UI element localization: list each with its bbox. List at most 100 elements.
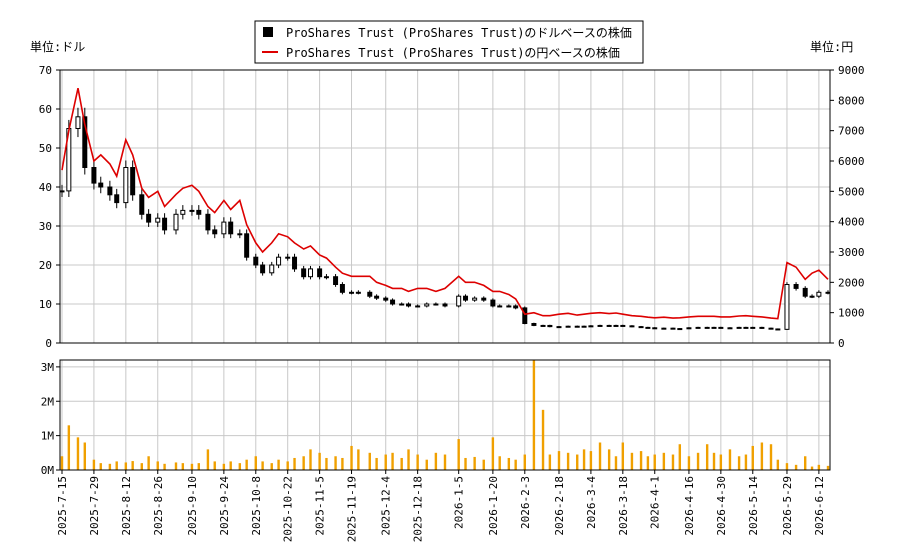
- usd-candle: [59, 190, 65, 193]
- volume-bar: [705, 444, 709, 470]
- x-tick-label: 2025-11-5: [314, 476, 327, 536]
- volume-bar: [124, 462, 128, 470]
- volume-bar: [785, 463, 789, 470]
- usd-candle: [711, 326, 717, 329]
- usd-candle: [123, 167, 129, 204]
- usd-candle: [581, 325, 587, 328]
- volume-bar: [696, 452, 700, 470]
- right-tick-label: 0: [838, 337, 845, 350]
- volume-bar: [140, 463, 143, 470]
- volume-bar: [368, 452, 371, 470]
- left-tick-label: 40: [39, 181, 52, 194]
- usd-candle: [513, 305, 519, 309]
- volume-bar: [400, 457, 403, 470]
- usd-candle: [91, 167, 97, 184]
- left-tick-label: 30: [39, 220, 52, 233]
- x-tick-label: 2025-12-4: [380, 476, 393, 536]
- volume-axis-ticks: 0M 1M 2M 3M: [41, 361, 60, 477]
- usd-candle: [565, 325, 571, 328]
- x-tick-label: 2026-2-3: [519, 476, 532, 529]
- usd-candle: [597, 324, 603, 327]
- usd-candle: [107, 186, 113, 196]
- volume-bar: [514, 459, 517, 470]
- usd-candle: [221, 221, 227, 235]
- volume-bar: [639, 451, 643, 470]
- volume-bar: [598, 442, 602, 470]
- jpy-price-line: [61, 88, 829, 320]
- right-tick-label: 6000: [838, 155, 865, 168]
- legend: ProShares Trust (ProShares Trust)のドルベースの…: [254, 20, 644, 64]
- volume-bar: [163, 463, 166, 470]
- volume-bar: [293, 457, 296, 470]
- volume-bar: [582, 449, 586, 470]
- volume-bar: [712, 452, 716, 470]
- volume-bar: [646, 456, 650, 470]
- usd-candle: [317, 268, 323, 278]
- usd-candle: [228, 221, 234, 235]
- usd-candle: [383, 297, 389, 301]
- usd-candle: [162, 217, 168, 231]
- usd-candle: [775, 328, 781, 331]
- volume-bar: [190, 463, 194, 470]
- volume-bar: [425, 459, 428, 470]
- usd-candle: [574, 325, 580, 328]
- volume-bar: [457, 439, 460, 470]
- volume-bar: [507, 457, 511, 470]
- volume-tick-label: 3M: [41, 361, 55, 374]
- usd-candle: [522, 307, 528, 324]
- usd-candle: [114, 194, 120, 204]
- volume-bar: [826, 465, 830, 470]
- volume-bar: [491, 437, 495, 470]
- volume-bar: [434, 452, 438, 470]
- x-tick-label: 2026-1-20: [487, 476, 500, 536]
- usd-candle: [333, 276, 339, 286]
- volume-bar: [566, 452, 570, 470]
- usd-candle: [75, 116, 81, 130]
- volume-bar: [523, 454, 526, 470]
- x-tick-label: 2026-5-29: [781, 476, 794, 536]
- usd-candle: [816, 291, 822, 297]
- usd-candle: [424, 303, 430, 307]
- usd-candle: [613, 324, 619, 327]
- right-tick-label: 1000: [838, 307, 865, 320]
- usd-candle: [433, 303, 439, 306]
- usd-candle: [645, 326, 651, 329]
- volume-bar: [174, 462, 178, 470]
- volume-bar: [375, 457, 378, 470]
- volume-bar: [222, 463, 226, 470]
- usd-candle: [704, 326, 710, 329]
- usd-candle: [390, 299, 396, 305]
- usd-candle: [727, 327, 733, 330]
- volume-bar: [76, 437, 80, 470]
- right-tick-label: 3000: [838, 246, 865, 259]
- volume-bar: [108, 463, 112, 470]
- left-tick-label: 50: [39, 142, 52, 155]
- x-tick-label: 2025-8-12: [120, 476, 133, 536]
- usd-candle: [472, 297, 478, 301]
- volume-bar: [678, 444, 682, 470]
- volume-bar: [482, 459, 485, 470]
- usd-candle: [323, 276, 329, 279]
- usd-candle: [285, 256, 291, 259]
- volume-bar: [318, 452, 321, 470]
- right-axis-ticks: 0 1000 2000 3000 4000 5000 6000 7000 8000 9000: [830, 64, 865, 350]
- usd-candle: [556, 326, 562, 329]
- right-tick-label: 8000: [838, 94, 865, 107]
- usd-candle: [695, 326, 701, 329]
- x-tick-label: 2026-6-12: [813, 476, 826, 536]
- usd-candle: [463, 295, 469, 301]
- volume-bar: [498, 456, 501, 470]
- volume-tick-label: 1M: [41, 430, 55, 443]
- volume-bar: [744, 454, 748, 470]
- x-tick-label: 2026-2-18: [553, 476, 566, 536]
- volume-bar: [261, 461, 264, 470]
- usd-candle: [307, 268, 313, 278]
- volume-bar: [384, 454, 387, 470]
- usd-candle: [718, 326, 724, 329]
- volume-bar: [464, 457, 467, 470]
- usd-candle: [399, 303, 405, 306]
- x-tick-label: 2026-1-5: [453, 476, 466, 529]
- usd-candle: [547, 324, 553, 328]
- x-tick-label: 2026-3-4: [585, 476, 598, 529]
